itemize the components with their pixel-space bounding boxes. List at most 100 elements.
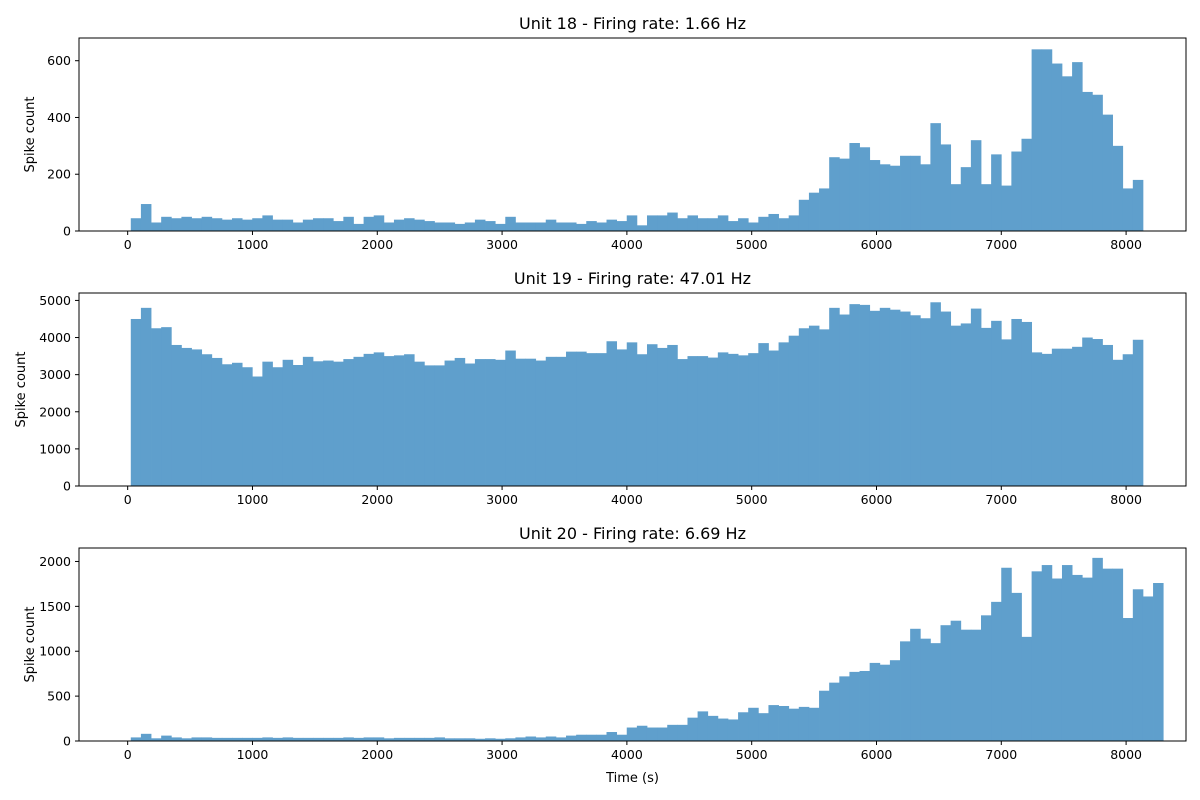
histogram-bar [869, 662, 881, 741]
histogram-bar [748, 222, 759, 231]
histogram-bar [181, 347, 192, 486]
histogram-bar [485, 221, 496, 231]
histogram-bar [454, 223, 466, 231]
histogram-bar [191, 349, 203, 486]
histogram-bar [393, 219, 405, 231]
histogram-bar [454, 738, 466, 741]
histogram-bar [970, 629, 982, 741]
histogram-bar [323, 737, 334, 741]
x-tick-label: 8000 [1110, 237, 1142, 252]
histogram-bar [657, 727, 668, 741]
histogram-bar [859, 147, 871, 231]
histogram-bar [191, 737, 203, 741]
x-tick-label: 4000 [611, 492, 643, 507]
histogram-bar [960, 323, 972, 486]
histogram-bar [788, 335, 800, 486]
histogram-bar [242, 367, 253, 486]
x-tick-label: 8000 [1110, 747, 1142, 762]
histogram-bar [404, 218, 415, 231]
histogram-bar [920, 318, 931, 486]
histogram-bar [414, 219, 425, 231]
histogram-bar [889, 165, 901, 231]
histogram-bar [758, 343, 769, 486]
histogram-bar [393, 355, 405, 486]
histogram-bar [738, 218, 749, 231]
histogram-bar [353, 223, 364, 231]
histogram-bar [606, 732, 618, 741]
histogram-bar [140, 204, 152, 231]
y-tick-label: 2000 [39, 404, 71, 419]
x-tick-label: 7000 [985, 747, 1017, 762]
histogram-bars [130, 49, 1144, 232]
x-tick-label: 5000 [736, 747, 768, 762]
y-tick-label: 1000 [39, 441, 71, 456]
histogram-bar [576, 734, 587, 741]
histogram-bar [444, 222, 456, 231]
histogram-bar [717, 718, 729, 741]
histogram-bar [606, 341, 618, 486]
histogram-bar [687, 356, 698, 486]
x-tick-label: 5000 [736, 237, 768, 252]
histogram-bar [242, 219, 253, 231]
histogram-bar [859, 304, 871, 486]
histogram-bar [667, 344, 678, 486]
histogram-bar [991, 154, 1002, 231]
histogram-bar [646, 344, 658, 486]
histogram-bar [1132, 339, 1144, 486]
y-tick-label: 3000 [39, 367, 71, 382]
x-tick-label: 0 [124, 747, 132, 762]
histogram-bar [576, 351, 587, 486]
y-tick-label: 1500 [39, 599, 71, 614]
chart-title: Unit 20 - Firing rate: 6.69 Hz [519, 524, 746, 543]
histogram-bar [171, 218, 182, 231]
histogram-bar [292, 737, 304, 741]
histogram-bar [646, 727, 658, 741]
histogram-bar [869, 310, 881, 486]
histogram-bar [211, 737, 223, 741]
histogram-bar [404, 737, 415, 741]
histogram-bar [616, 221, 628, 231]
histogram-bar [323, 360, 334, 486]
histogram-bar [991, 320, 1002, 486]
x-axis-label: Time (s) [605, 771, 659, 786]
histogram-bar [545, 219, 557, 231]
histogram-bar [221, 219, 233, 231]
histogram-bar [221, 737, 233, 741]
histogram-bar [950, 325, 962, 486]
histogram-bar [181, 738, 192, 741]
histogram-bar [646, 215, 658, 231]
histogram-bar [1092, 94, 1103, 231]
histogram-bar [636, 225, 648, 231]
x-tick-label: 8000 [1110, 492, 1142, 507]
histogram-bar [950, 620, 962, 741]
histogram-bar [161, 216, 172, 231]
histogram-bar [201, 737, 213, 741]
x-tick-label: 6000 [861, 237, 893, 252]
histogram-bar [292, 365, 304, 486]
histogram-bar [566, 351, 577, 486]
histogram-bar [727, 353, 739, 486]
histogram-bar [1142, 596, 1154, 741]
histogram-bar [687, 717, 698, 741]
histogram-bar [970, 140, 982, 231]
histogram-bar [677, 724, 688, 741]
x-tick-label: 2000 [361, 492, 393, 507]
histogram-bar [1102, 114, 1113, 231]
x-tick-label: 7000 [985, 492, 1017, 507]
histogram-bar [1102, 568, 1113, 741]
histogram-bar [1051, 63, 1063, 231]
histogram-bar [282, 737, 294, 741]
histogram-bar [981, 184, 992, 231]
histogram-bar [879, 164, 891, 231]
histogram-bar [991, 601, 1002, 741]
histogram-bar [130, 737, 142, 741]
y-tick-label: 200 [47, 167, 71, 182]
y-axis-label: Spike count [23, 607, 38, 683]
histogram-bar [616, 734, 628, 741]
histogram-bar [970, 308, 982, 486]
histogram-bar [1082, 577, 1093, 741]
histogram-bar [393, 737, 405, 741]
histogram-bar [596, 353, 607, 486]
histogram-bar [788, 708, 800, 741]
histogram-bar [1072, 62, 1083, 232]
